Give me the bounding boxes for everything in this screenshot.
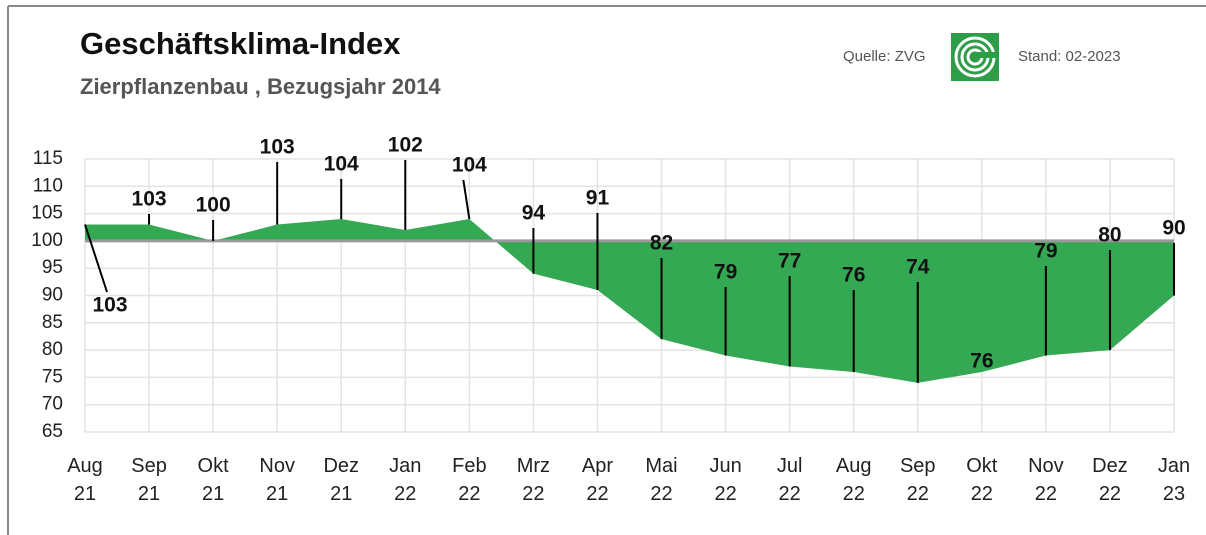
- data-label: 77: [778, 250, 801, 273]
- data-label: 102: [388, 134, 423, 157]
- chart-title: Geschäftsklima-Index: [80, 26, 401, 61]
- source: Quelle: ZVG: [843, 48, 926, 65]
- y-tick-label: 115: [33, 148, 63, 169]
- data-label: 103: [260, 136, 295, 159]
- data-label: 91: [586, 187, 610, 210]
- data-label: 104: [452, 154, 487, 177]
- data-label: 79: [714, 261, 737, 284]
- area: [85, 219, 1174, 383]
- data-label: 79: [1034, 240, 1057, 263]
- x-tick-label: Jun 22: [709, 455, 742, 505]
- x-tick-label: Sep 22: [899, 455, 936, 505]
- x-tick-label: Okt 22: [966, 455, 998, 505]
- leader-line: [84, 224, 108, 293]
- y-tick-label: 70: [42, 394, 63, 415]
- logo: [951, 33, 999, 81]
- x-tick-label: Jan 22: [389, 455, 422, 505]
- y-tick-label: 65: [42, 421, 63, 442]
- data-label: 74: [906, 256, 930, 279]
- data-label: 80: [1098, 224, 1121, 247]
- chart-subtitle: Zierpflanzenbau , Bezugsjahr 2014: [80, 74, 441, 99]
- y-tick-label: 95: [42, 257, 63, 278]
- data-label: 76: [970, 350, 993, 373]
- data-label: 103: [92, 294, 127, 317]
- x-tick-label: Okt 21: [197, 455, 229, 505]
- data-label: 76: [842, 264, 865, 287]
- x-tick-label: Sep 21: [131, 455, 167, 505]
- y-tick-label: 85: [42, 312, 63, 333]
- data-label: 90: [1162, 217, 1185, 240]
- data-label: 94: [522, 202, 546, 225]
- y-tick-label: 100: [31, 230, 63, 251]
- data-label: 103: [132, 188, 167, 211]
- x-tick-label: Jan 23: [1157, 455, 1191, 505]
- date: Stand: 02-2023: [1018, 48, 1121, 65]
- y-tick-label: 90: [42, 285, 63, 306]
- x-tick-label: Nov 22: [1028, 455, 1064, 505]
- data-label: 100: [196, 194, 231, 217]
- y-tick-label: 80: [42, 339, 63, 360]
- leader-line: [462, 179, 471, 220]
- y-tick-label: 105: [31, 203, 63, 224]
- x-tick-label: Apr 22: [581, 455, 614, 505]
- y-tick-label: 110: [33, 175, 63, 196]
- x-tick-label: Dez 21: [323, 455, 360, 505]
- x-tick-label: Mai 22: [645, 455, 678, 505]
- data-label: 104: [324, 153, 359, 176]
- x-tick-label: Feb 22: [452, 455, 487, 505]
- x-tick-label: Mrz 22: [516, 455, 551, 505]
- x-tick-label: Dez 22: [1092, 455, 1128, 505]
- x-tick-label: Jul 22: [776, 455, 803, 505]
- data-label: 82: [650, 232, 673, 255]
- y-tick-label: 75: [42, 366, 63, 387]
- x-tick-label: Nov 21: [259, 455, 295, 505]
- x-tick-label: Aug 21: [67, 455, 103, 505]
- x-tick-label: Aug 22: [835, 455, 872, 505]
